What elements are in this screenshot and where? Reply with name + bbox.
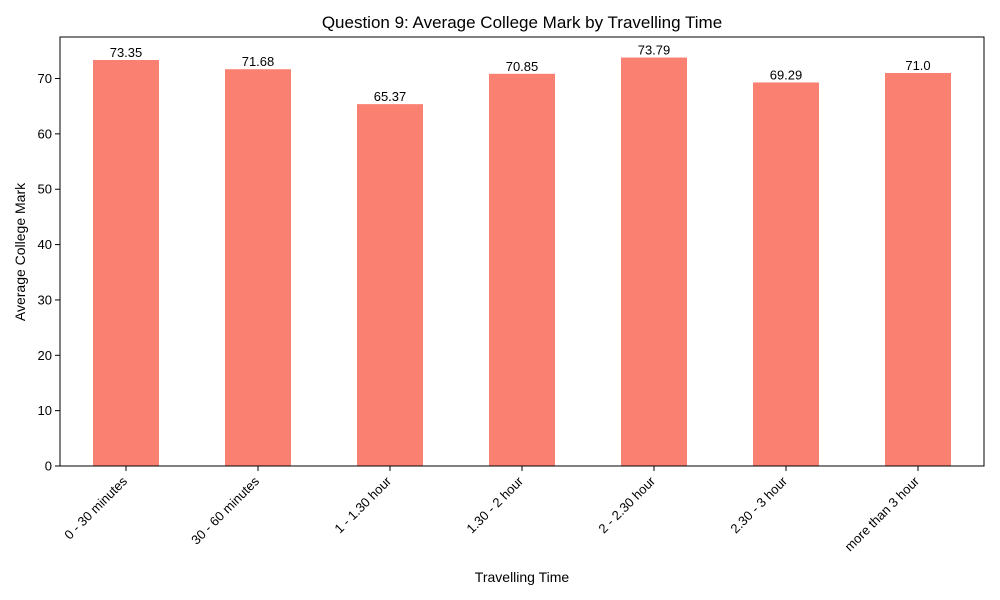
value-label-0: 73.35 [110,45,143,60]
bar-2 [357,104,423,466]
value-label-4: 73.79 [638,43,671,58]
bar-3 [489,73,555,466]
x-tick-label-4: 2 - 2.30 hour [595,473,658,536]
value-label-5: 69.29 [770,67,803,82]
x-axis: 0 - 30 minutes 30 - 60 minutes 1 - 1.30 ho… [61,466,923,554]
y-axis-title: Average College Mark [12,182,28,321]
x-tick-label-3: 1.30 - 2 hour [463,473,526,536]
x-tick-label-1: 30 - 60 minutes [188,473,262,547]
y-tick-label-7: 70 [38,71,52,86]
bar-0 [93,59,159,466]
value-label-3: 70.85 [506,59,539,74]
value-label-2: 65.37 [374,89,407,104]
y-tick-label-2: 20 [38,348,52,363]
bar-5 [753,82,819,466]
x-tick-label-2: 1 - 1.30 hour [331,473,394,536]
y-tick-label-6: 60 [38,126,52,141]
y-tick-label-0: 0 [45,459,52,474]
x-tick-label-0: 0 - 30 minutes [61,473,130,542]
bar-6 [885,72,951,466]
y-tick-label-1: 10 [38,403,52,418]
x-tick-label-5: 2.30 - 3 hour [727,473,790,536]
y-axis: 0 10 20 30 40 50 60 70 [38,71,60,474]
x-tick-label-6: more than 3 hour [842,473,923,554]
y-tick-label-3: 30 [38,292,52,307]
value-label-1: 71.68 [242,54,275,69]
bars-group [93,57,951,466]
bar-4 [621,57,687,466]
bar-1 [225,69,291,466]
value-labels-group: 73.35 71.68 65.37 70.85 73.79 69.29 71.0 [110,43,931,105]
x-axis-title: Travelling Time [475,569,570,585]
y-tick-label-5: 50 [38,182,52,197]
chart-title: Question 9: Average College Mark by Trav… [322,13,722,32]
plot-frame [59,36,985,467]
y-tick-label-4: 40 [38,237,52,252]
value-label-6: 71.0 [905,58,930,73]
